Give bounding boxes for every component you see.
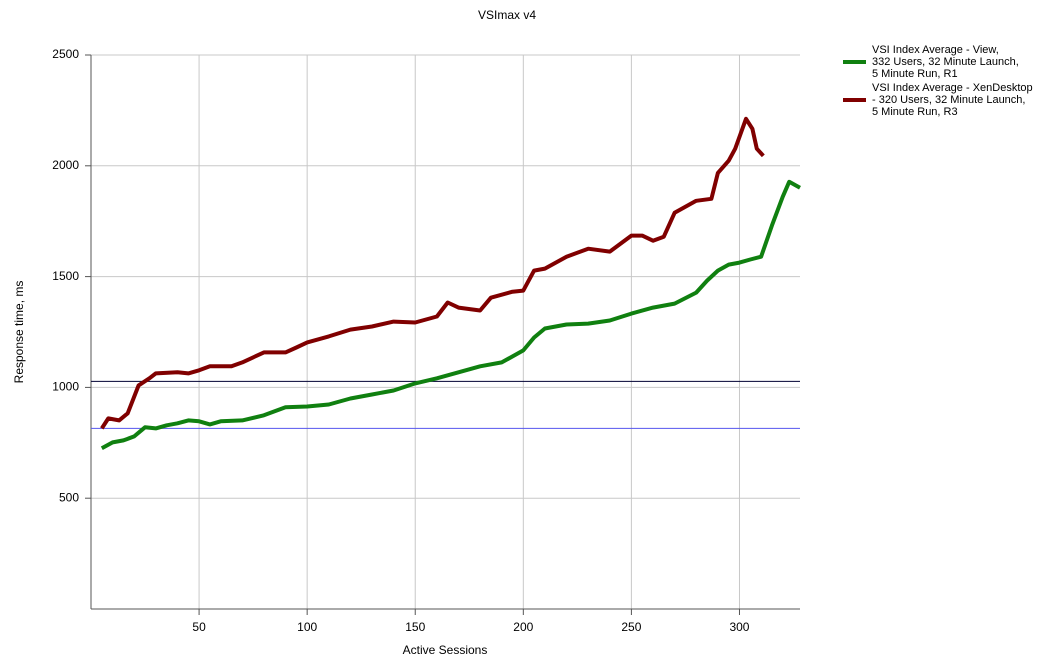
y-tick-label: 2500 <box>52 47 79 61</box>
series-line <box>100 179 801 451</box>
legend-label: VSI Index Average - View, 332 Users, 32 M… <box>872 44 1019 80</box>
y-axis-label: Response time, ms <box>12 281 26 384</box>
chart-title: VSImax v4 <box>478 8 536 22</box>
y-tick-label: 1000 <box>52 380 79 394</box>
x-axis-label: Active Sessions <box>403 643 488 657</box>
y-tick-label: 2000 <box>52 158 79 172</box>
x-tick-label: 200 <box>513 620 533 634</box>
series-line <box>100 116 765 430</box>
x-tick-label: 150 <box>405 620 425 634</box>
x-tick-label: 250 <box>621 620 641 634</box>
legend-label: VSI Index Average - XenDesktop - 320 User… <box>872 82 1033 118</box>
y-tick-label: 1500 <box>52 269 79 283</box>
x-tick-label: 300 <box>729 620 749 634</box>
x-tick-label: 100 <box>297 620 317 634</box>
y-tick-label: 500 <box>59 490 79 504</box>
x-tick-label: 50 <box>192 620 206 634</box>
